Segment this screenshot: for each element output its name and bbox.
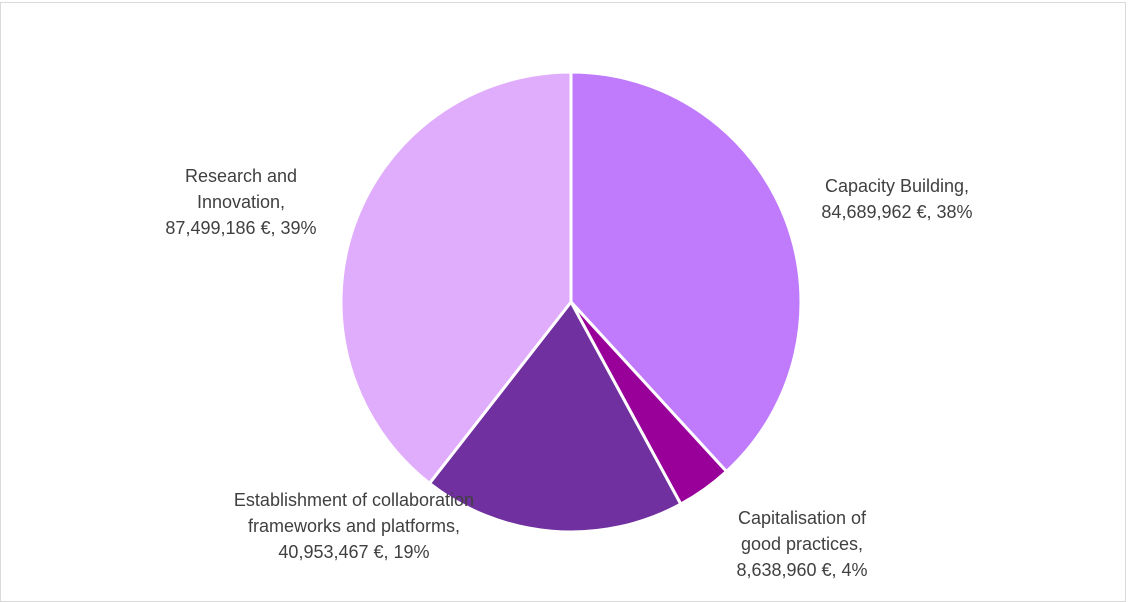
slice-labels: Capacity Building, 84,689,962 €, 38% Capit… [165,166,972,580]
data-label-line: 84,689,962 €, 38% [821,202,972,222]
data-label-line: Establishment of collaboration [234,490,474,510]
data-label-capitalisation-of-good-practices: Capitalisation of good practices, 8,638,96… [736,508,867,580]
pie-slice-research-and-innovation[interactable] [339,70,573,485]
data-label-capacity-building: Capacity Building, 84,689,962 €, 38% [821,176,972,222]
data-label-line: frameworks and platforms, [248,516,460,536]
data-label-line: good practices, [741,534,863,554]
pie-slices [339,70,803,534]
data-label-line: 8,638,960 €, 4% [736,560,867,580]
data-label-line: Capitalisation of [738,508,867,528]
data-label-establishment-of-collaboration-frameworks-and-platforms: Establishment of collaboration frameworks… [234,490,474,562]
data-label-line: 40,953,467 €, 19% [278,542,429,562]
data-label-research-and-innovation: Research and Innovation, 87,499,186 €, 39% [165,166,316,238]
data-label-line: 87,499,186 €, 39% [165,218,316,238]
pie-slice-capacity-building[interactable] [569,70,803,473]
data-label-line: Research and [185,166,297,186]
pie-slice-establishment-of-collaboration-frameworks-and-platforms[interactable] [427,300,683,534]
data-label-line: Capacity Building, [825,176,969,196]
data-label-line: Innovation, [197,192,285,212]
